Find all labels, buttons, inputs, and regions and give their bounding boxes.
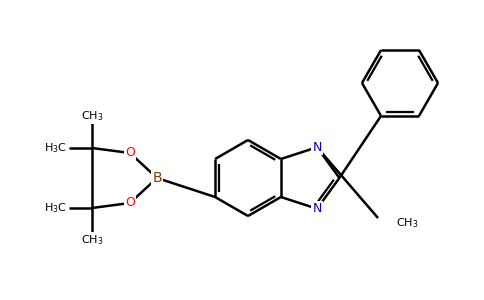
Text: B: B bbox=[152, 171, 162, 185]
Text: H$_3$C: H$_3$C bbox=[44, 201, 66, 215]
Text: N: N bbox=[312, 202, 322, 215]
Text: CH$_3$: CH$_3$ bbox=[81, 233, 103, 247]
Text: O: O bbox=[125, 196, 135, 209]
Text: CH$_3$: CH$_3$ bbox=[81, 109, 103, 123]
Text: CH$_3$: CH$_3$ bbox=[396, 216, 419, 230]
Text: N: N bbox=[312, 141, 322, 154]
Text: O: O bbox=[125, 146, 135, 160]
Text: H$_3$C: H$_3$C bbox=[44, 141, 66, 155]
